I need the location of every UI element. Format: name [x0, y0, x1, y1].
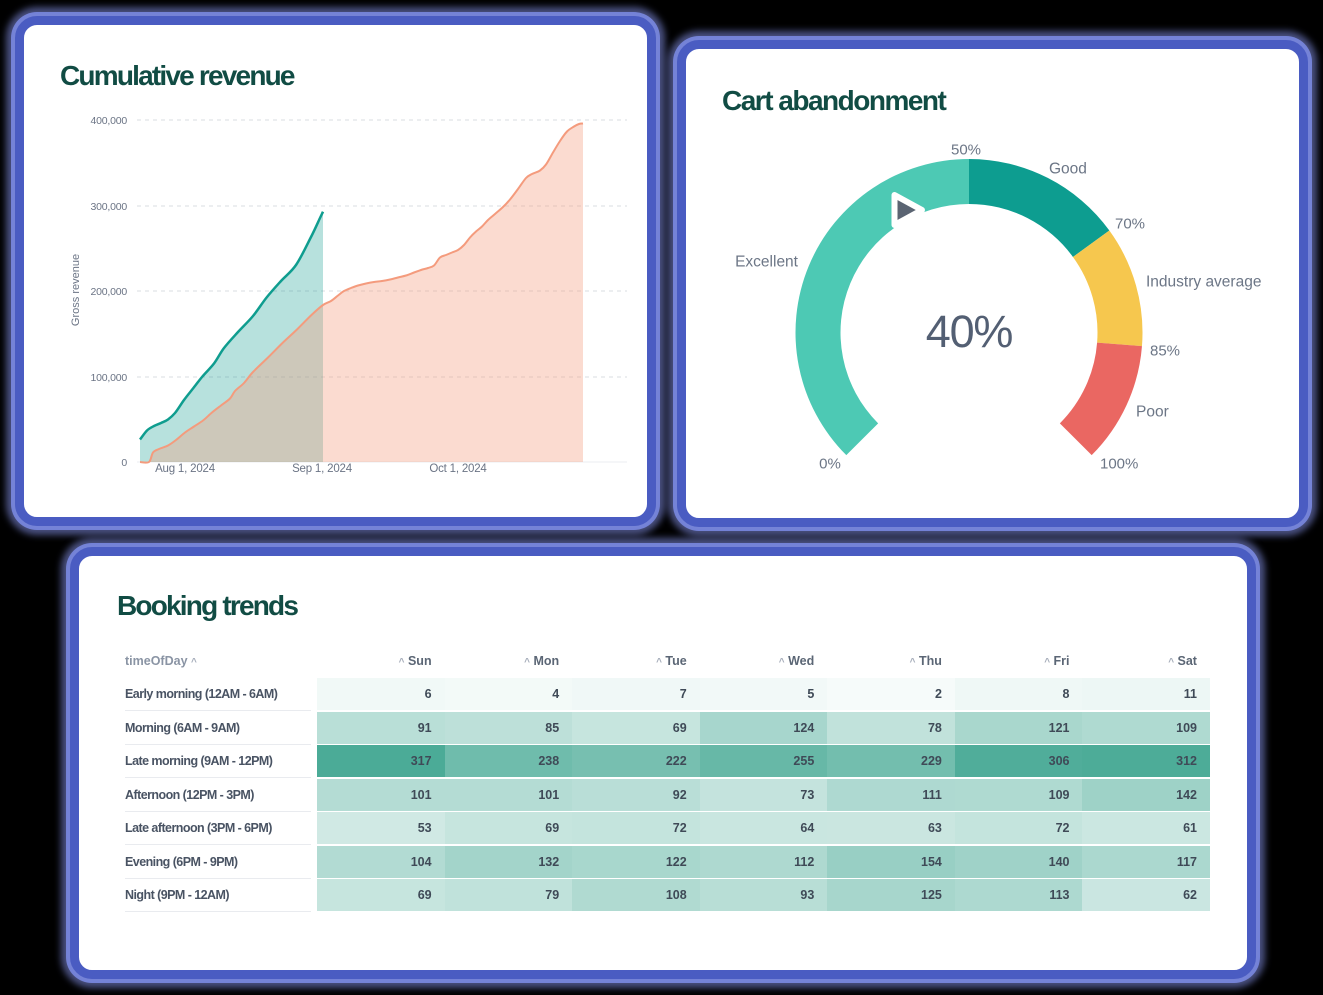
svg-text:100%: 100% — [1100, 456, 1138, 473]
svg-text:Excellent: Excellent — [735, 254, 799, 271]
svg-text:50%: 50% — [951, 142, 981, 159]
svg-text:Industry average: Industry average — [1146, 274, 1261, 291]
svg-text:85%: 85% — [1150, 343, 1180, 360]
svg-text:Poor: Poor — [1136, 404, 1169, 421]
svg-text:0%: 0% — [819, 456, 841, 473]
svg-text:Good: Good — [1049, 161, 1087, 178]
svg-text:70%: 70% — [1115, 216, 1145, 233]
svg-text:40%: 40% — [926, 306, 1013, 357]
